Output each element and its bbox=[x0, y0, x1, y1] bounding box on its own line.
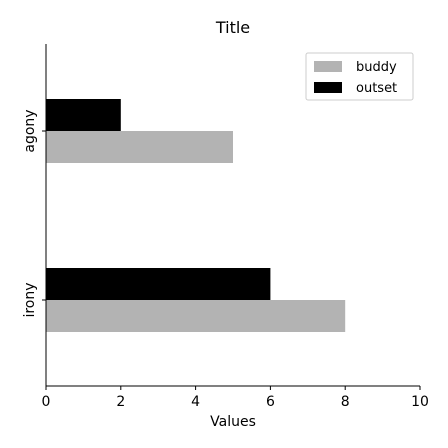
bar-outset-agony bbox=[46, 99, 121, 131]
bar-buddy-agony bbox=[46, 131, 233, 163]
legend-label-buddy: buddy bbox=[356, 60, 397, 75]
y-category-labels: agony irony bbox=[22, 109, 46, 318]
legend-swatch-buddy bbox=[314, 61, 342, 72]
legend: buddy outset bbox=[305, 52, 414, 101]
x-tick-label-6: 6 bbox=[266, 394, 275, 410]
x-tick-label-10: 10 bbox=[411, 394, 429, 410]
x-tick-label-4: 4 bbox=[191, 394, 200, 410]
legend-swatch-outset bbox=[314, 82, 342, 93]
legend-label-outset: outset bbox=[356, 81, 397, 96]
x-tick-label-0: 0 bbox=[42, 394, 51, 410]
bars-group bbox=[46, 99, 346, 332]
chart-title: Title bbox=[215, 18, 250, 37]
y-tick-label-irony: irony bbox=[22, 282, 38, 317]
y-tick-label-agony: agony bbox=[22, 109, 38, 152]
x-ticks: 0 2 4 6 8 10 bbox=[42, 386, 429, 410]
x-tick-label-8: 8 bbox=[341, 394, 350, 410]
bar-buddy-irony bbox=[46, 300, 346, 332]
x-tick-label-2: 2 bbox=[116, 394, 125, 410]
x-axis-label: Values bbox=[210, 414, 256, 430]
bar-outset-irony bbox=[46, 268, 271, 300]
